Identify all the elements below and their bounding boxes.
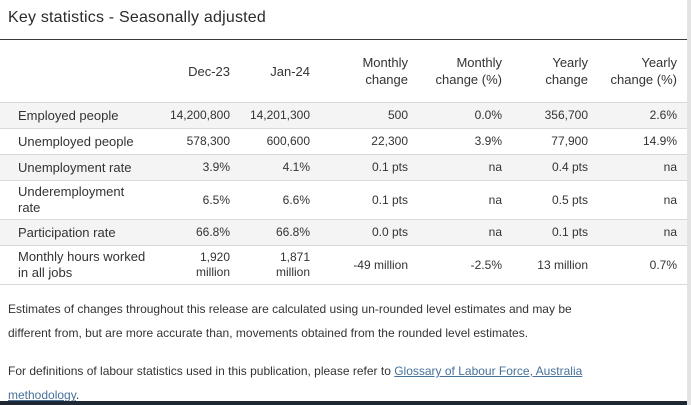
cell-value: 3.9% <box>422 128 516 155</box>
cell-value: 0.0 pts <box>324 219 422 246</box>
table-row-monthly-hours-worked: Monthly hours worked in all jobs 1,920 m… <box>0 245 691 285</box>
cell-value: -49 million <box>324 245 422 285</box>
table-row-unemployment-rate: Unemployment rate 3.9% 4.1% 0.1 pts na 0… <box>0 154 691 181</box>
cell-value: -2.5% <box>422 245 516 285</box>
column-header-yearly-change: Yearly change <box>516 39 602 103</box>
key-statistics-table: Dec-23 Jan-24 Monthly change Monthly cha… <box>0 39 691 285</box>
cell-value: 66.8% <box>244 219 324 246</box>
definitions-note-prefix: For definitions of labour statistics use… <box>8 364 395 378</box>
column-header-blank <box>0 39 164 103</box>
cell-value: 356,700 <box>516 102 602 129</box>
table-header: Dec-23 Jan-24 Monthly change Monthly cha… <box>0 39 691 103</box>
cell-value: 14,200,800 <box>164 102 244 129</box>
cell-value: 0.0% <box>422 102 516 129</box>
estimates-note: Estimates of changes throughout this rel… <box>8 302 572 340</box>
row-label: Underemployment rate <box>0 180 164 220</box>
cell-value: 4.1% <box>244 154 324 181</box>
glossary-methodology-link[interactable]: Glossary of Labour Force, Australia meth… <box>8 364 583 402</box>
table-row-employed-people: Employed people 14,200,800 14,201,300 50… <box>0 102 691 129</box>
row-label: Unemployment rate <box>0 154 164 181</box>
table-row-underemployment-rate: Underemployment rate 6.5% 6.6% 0.1 pts n… <box>0 180 691 220</box>
cell-value: 14.9% <box>602 128 691 155</box>
column-header-dec-23: Dec-23 <box>164 39 244 103</box>
row-label: Employed people <box>0 102 164 129</box>
cell-value: 2.6% <box>602 102 691 129</box>
column-header-jan-24: Jan-24 <box>244 39 324 103</box>
cell-value: na <box>422 180 516 220</box>
cell-value: 14,201,300 <box>244 102 324 129</box>
cell-value: 600,600 <box>244 128 324 155</box>
cell-value: na <box>602 154 691 181</box>
cell-value: 0.7% <box>602 245 691 285</box>
cell-value: 1,920 million <box>164 245 244 285</box>
cell-value: 6.6% <box>244 180 324 220</box>
scrollbar[interactable] <box>687 0 691 405</box>
footnotes-section: Estimates of changes throughout this rel… <box>0 297 691 405</box>
cell-value: 0.5 pts <box>516 180 602 220</box>
table-body: Employed people 14,200,800 14,201,300 50… <box>0 102 691 285</box>
definitions-note-suffix: . <box>75 388 80 402</box>
cell-value: na <box>422 219 516 246</box>
cell-value: 77,900 <box>516 128 602 155</box>
cell-value: na <box>602 219 691 246</box>
cell-value: 500 <box>324 102 422 129</box>
cell-value: 1,871 million <box>244 245 324 285</box>
row-label: Unemployed people <box>0 128 164 155</box>
cell-value: 0.4 pts <box>516 154 602 181</box>
column-header-yearly-change-pct: Yearly change (%) <box>602 39 691 103</box>
cell-value: na <box>422 154 516 181</box>
table-row-participation-rate: Participation rate 66.8% 66.8% 0.0 pts n… <box>0 219 691 246</box>
cell-value: 578,300 <box>164 128 244 155</box>
cell-value: 0.1 pts <box>516 219 602 246</box>
bottom-section-bar <box>0 401 691 405</box>
cell-value: 66.8% <box>164 219 244 246</box>
cell-value: 3.9% <box>164 154 244 181</box>
table-row-unemployed-people: Unemployed people 578,300 600,600 22,300… <box>0 128 691 155</box>
cell-value: na <box>602 180 691 220</box>
definitions-note: For definitions of labour statistics use… <box>8 359 683 405</box>
cell-value: 0.1 pts <box>324 154 422 181</box>
column-header-monthly-change: Monthly change <box>324 39 422 103</box>
table-header-row: Dec-23 Jan-24 Monthly change Monthly cha… <box>0 39 691 103</box>
cell-value: 6.5% <box>164 180 244 220</box>
page-title: Key statistics - Seasonally adjusted <box>8 9 266 26</box>
cell-value: 0.1 pts <box>324 180 422 220</box>
row-label: Monthly hours worked in all jobs <box>0 245 164 285</box>
row-label: Participation rate <box>0 219 164 246</box>
cell-value: 13 million <box>516 245 602 285</box>
cell-value: 22,300 <box>324 128 422 155</box>
column-header-monthly-change-pct: Monthly change (%) <box>422 39 516 103</box>
